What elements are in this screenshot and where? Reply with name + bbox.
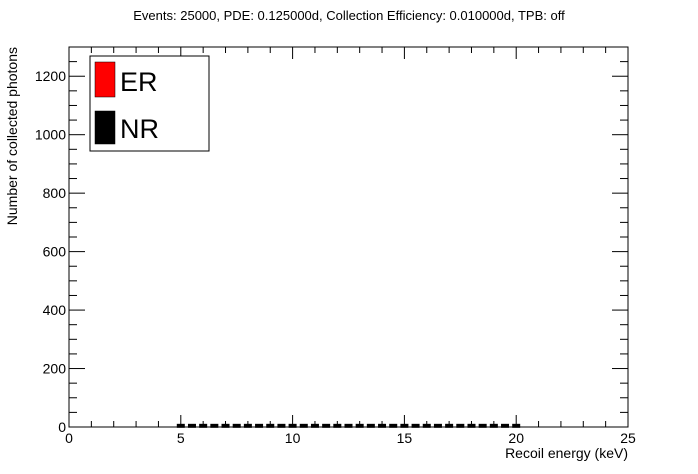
y-tick-label: 1200	[35, 68, 66, 84]
data-point-nr	[176, 423, 185, 428]
y-tick-label: 0	[58, 419, 66, 435]
data-point-nr	[400, 423, 409, 428]
data-point-nr	[467, 423, 476, 428]
y-tick-label: 800	[43, 185, 67, 201]
legend-label-er: ER	[120, 67, 158, 97]
data-point-nr	[299, 423, 308, 428]
data-point-nr	[366, 423, 375, 428]
x-tick-label: 20	[508, 430, 524, 446]
x-tick-label: 5	[177, 430, 185, 446]
x-axis: 0 5 10 15 20 25	[65, 47, 636, 446]
data-point-nr	[333, 423, 342, 428]
data-point-nr	[378, 423, 387, 428]
y-tick-label: 400	[43, 302, 67, 318]
data-point-nr	[501, 423, 510, 428]
chart-title: Events: 25000, PDE: 0.125000d, Collectio…	[133, 8, 565, 23]
legend-label-nr: NR	[120, 114, 159, 144]
data-points	[176, 423, 521, 428]
data-point-nr	[411, 423, 420, 428]
data-point-nr	[288, 423, 297, 428]
data-point-nr	[355, 423, 364, 428]
y-axis: 0 200 400 600 800 1000 1200	[35, 46, 628, 435]
data-point-nr	[277, 423, 286, 428]
data-point-nr	[310, 423, 319, 428]
y-tick-label: 1000	[35, 127, 66, 143]
data-point-nr	[210, 423, 219, 428]
data-point-nr	[266, 423, 275, 428]
x-axis-label: Recoil energy (keV)	[505, 445, 628, 461]
x-tick-label: 25	[620, 430, 636, 446]
data-point-nr	[478, 423, 487, 428]
data-point-nr	[199, 423, 208, 428]
y-tick-label: 200	[43, 361, 67, 377]
legend: ER NR	[89, 55, 210, 152]
data-point-nr	[389, 423, 398, 428]
data-point-nr	[512, 423, 521, 428]
data-point-nr	[187, 423, 196, 428]
data-point-nr	[489, 423, 498, 428]
data-point-nr	[221, 423, 230, 428]
data-point-nr	[232, 423, 241, 428]
data-point-nr	[433, 423, 442, 428]
data-point-nr	[322, 423, 331, 428]
x-tick-label: 0	[65, 430, 73, 446]
data-point-nr	[243, 423, 252, 428]
x-tick-label: 15	[397, 430, 413, 446]
y-tick-label: 600	[43, 244, 67, 260]
data-point-nr	[445, 423, 454, 428]
data-point-nr	[344, 423, 353, 428]
x-tick-label: 10	[285, 430, 301, 446]
legend-swatch-nr	[94, 110, 116, 145]
data-point-nr	[255, 423, 264, 428]
data-point-nr	[456, 423, 465, 428]
data-point-nr	[422, 423, 431, 428]
y-axis-label: Number of collected photons	[4, 47, 20, 225]
legend-swatch-er	[94, 61, 116, 98]
